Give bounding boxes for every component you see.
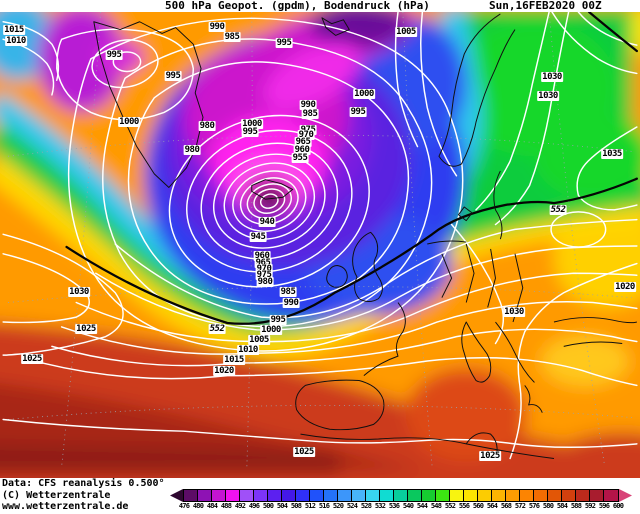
colorbar-tick-488: 488 bbox=[220, 502, 232, 510]
colorbar-cell-560 bbox=[478, 490, 492, 501]
colorbar-cell-480 bbox=[198, 490, 212, 501]
geopotential-552-contour bbox=[65, 12, 638, 325]
color-field-layer bbox=[0, 12, 640, 478]
footer-attribution: Data: CFS reanalysis 0.500° (C) Wetterze… bbox=[2, 478, 302, 513]
colorbar-tick-592: 592 bbox=[584, 502, 596, 510]
colorbar-cell-492 bbox=[240, 490, 254, 501]
colorbar-left-arrow bbox=[170, 489, 183, 502]
title-bar: 500 hPa Geopot. (gpdm), Bodendruck (hPa)… bbox=[0, 0, 640, 13]
weather-map bbox=[0, 12, 640, 478]
colorbar-cell-476 bbox=[184, 490, 198, 501]
colorbar-tick-544: 544 bbox=[416, 502, 428, 510]
colorbar-tick-528: 528 bbox=[360, 502, 372, 510]
colorbar-tick-552: 552 bbox=[444, 502, 456, 510]
colorbar-tick-500: 500 bbox=[262, 502, 274, 510]
colorbar-tick-504: 504 bbox=[276, 502, 288, 510]
colorbar-cell-508 bbox=[296, 490, 310, 501]
colorbar-tick-496: 496 bbox=[248, 502, 260, 510]
colorbar-tick-480: 480 bbox=[192, 502, 204, 510]
colorbar-tick-512: 512 bbox=[304, 502, 316, 510]
colorbar-cell-576 bbox=[534, 490, 548, 501]
colorbar-tick-520: 520 bbox=[332, 502, 344, 510]
colorbar-cell-564 bbox=[492, 490, 506, 501]
colorbar-cell-504 bbox=[282, 490, 296, 501]
colorbar-tick-540: 540 bbox=[402, 502, 414, 510]
colorbar-tick-596: 596 bbox=[598, 502, 610, 510]
coastlines-layer bbox=[93, 13, 637, 459]
colorbar-cell-548 bbox=[436, 490, 450, 501]
colorbar-cell-484 bbox=[212, 490, 226, 501]
colorbar-cell-588 bbox=[576, 490, 590, 501]
colorbar-tick-560: 560 bbox=[472, 502, 484, 510]
colorbar-cell-520 bbox=[338, 490, 352, 501]
colorbar-cell-496 bbox=[254, 490, 268, 501]
colorbar-tick-572: 572 bbox=[514, 502, 526, 510]
colorbar-cell-592 bbox=[590, 490, 604, 501]
colorbar-tick-556: 556 bbox=[458, 502, 470, 510]
colorbar-cells bbox=[183, 489, 619, 502]
colorbar-tick-476: 476 bbox=[178, 502, 190, 510]
colorbar-tick-508: 508 bbox=[290, 502, 302, 510]
colorbar-cell-584 bbox=[562, 490, 576, 501]
colorbar-cell-572 bbox=[520, 490, 534, 501]
colorbar-cell-512 bbox=[310, 490, 324, 501]
map-title: 500 hPa Geopot. (gpdm), Bodendruck (hPa) bbox=[165, 0, 430, 12]
colorbar-tick-536: 536 bbox=[388, 502, 400, 510]
colorbar-cell-580 bbox=[548, 490, 562, 501]
colorbar-tick-600: 600 bbox=[612, 502, 624, 510]
colorbar-cell-532 bbox=[380, 490, 394, 501]
website-line: www.wetterzentrale.de bbox=[2, 501, 129, 512]
colorbar-tick-532: 532 bbox=[374, 502, 386, 510]
colorbar-tick-576: 576 bbox=[528, 502, 540, 510]
colorbar-tick-524: 524 bbox=[346, 502, 358, 510]
copyright-line: (C) Wetterzentrale bbox=[2, 489, 111, 501]
colorbar-cell-568 bbox=[506, 490, 520, 501]
colorbar-tick-588: 588 bbox=[570, 502, 582, 510]
colorbar-cell-540 bbox=[408, 490, 422, 501]
colorbar-cell-552 bbox=[450, 490, 464, 501]
map-datetime: Sun,16FEB2020 00Z bbox=[489, 0, 602, 12]
colorbar-cell-536 bbox=[394, 490, 408, 501]
data-source-line: Data: CFS reanalysis 0.500° bbox=[2, 478, 165, 489]
colorbar-cell-488 bbox=[226, 490, 240, 501]
colorbar-tick-492: 492 bbox=[234, 502, 246, 510]
colorbar-tick-548: 548 bbox=[430, 502, 442, 510]
colorbar-tick-484: 484 bbox=[206, 502, 218, 510]
colorbar-tick-516: 516 bbox=[318, 502, 330, 510]
colorbar-cell-516 bbox=[324, 490, 338, 501]
colorbar-cell-500 bbox=[268, 490, 282, 501]
colorbar-cell-544 bbox=[422, 490, 436, 501]
map-graphic bbox=[0, 12, 640, 478]
colorbar-tick-580: 580 bbox=[542, 502, 554, 510]
colorbar-tick-568: 568 bbox=[500, 502, 512, 510]
colorbar-right-arrow bbox=[619, 489, 632, 502]
colorbar-cell-596 bbox=[604, 490, 618, 501]
colorbar-tick-584: 584 bbox=[556, 502, 568, 510]
colorbar-cell-556 bbox=[464, 490, 478, 501]
colorbar-tick-564: 564 bbox=[486, 502, 498, 510]
colorbar-cell-528 bbox=[366, 490, 380, 501]
colorbar-cell-524 bbox=[352, 490, 366, 501]
